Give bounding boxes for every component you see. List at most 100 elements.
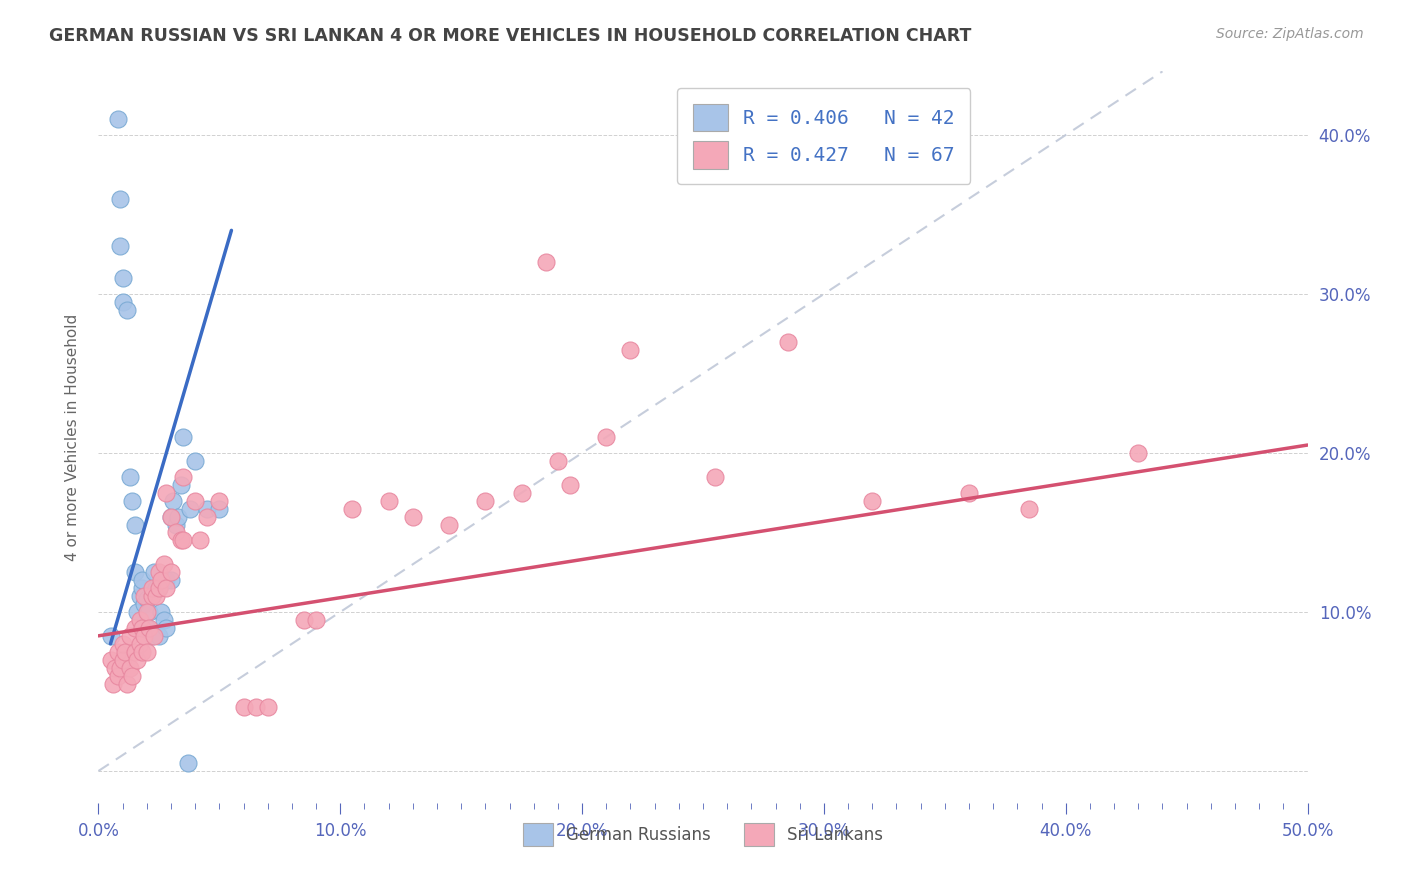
Point [124,621,146,635]
Point [131,573,153,587]
Point [232,700,254,714]
Point [534,255,557,269]
Point [558,477,581,491]
Point [245,700,267,714]
Point [128,613,150,627]
Point [179,501,201,516]
Point [145,589,167,603]
Point [208,501,231,516]
Point [141,589,163,603]
Point [957,485,980,500]
Point [108,239,131,253]
Point [150,605,173,619]
Point [169,477,191,491]
Point [100,629,122,643]
Point [118,660,141,674]
Point [188,533,211,548]
Point [135,605,157,619]
Point [165,517,187,532]
Point [595,430,617,444]
Point [117,676,139,690]
Point [162,493,184,508]
Point [305,613,328,627]
Point [776,334,799,349]
Point [138,605,160,619]
Point [1018,501,1040,516]
Point [155,573,177,587]
Point [437,517,460,532]
Point [108,192,131,206]
Point [150,573,173,587]
Point [128,589,150,603]
Point [128,637,150,651]
Point [292,613,315,627]
Point [172,430,194,444]
Point [402,509,425,524]
Point [135,592,157,607]
Point [124,566,146,580]
Point [1128,446,1150,460]
Point [111,271,134,285]
Point [118,629,141,643]
Point [107,668,129,682]
Point [148,566,170,580]
Point [184,493,207,508]
Point [131,581,153,595]
Point [860,493,883,508]
Y-axis label: 4 or more Vehicles in Household: 4 or more Vehicles in Household [65,313,80,561]
Point [141,581,163,595]
Point [474,493,496,508]
Point [141,589,163,603]
Point [121,668,143,682]
Point [111,294,134,309]
Point [169,533,191,548]
Point [124,517,146,532]
Point [138,621,160,635]
Text: Source: ZipAtlas.com: Source: ZipAtlas.com [1216,27,1364,41]
Point [131,621,153,635]
Point [704,470,727,484]
Point [107,112,129,126]
Point [165,525,187,540]
Point [160,509,183,524]
Point [145,581,167,595]
Point [177,756,200,770]
Point [134,589,156,603]
Point [160,566,183,580]
Point [114,645,136,659]
Point [131,645,153,659]
Point [256,700,278,714]
Point [127,605,149,619]
Point [155,621,177,635]
Point [100,653,122,667]
Point [121,493,143,508]
Point [195,509,218,524]
Point [104,660,127,674]
Point [141,629,163,643]
Point [510,485,533,500]
Point [101,676,124,690]
Point [148,581,170,595]
Point [155,485,177,500]
Point [118,470,141,484]
Point [184,454,207,468]
Point [111,637,134,651]
Point [172,533,194,548]
Point [148,629,170,643]
Point [127,653,149,667]
Legend: German Russians, Sri Lankans: German Russians, Sri Lankans [516,816,890,853]
Point [124,645,146,659]
Point [134,629,156,643]
Point [160,509,183,524]
Point [619,343,641,357]
Text: GERMAN RUSSIAN VS SRI LANKAN 4 OR MORE VEHICLES IN HOUSEHOLD CORRELATION CHART: GERMAN RUSSIAN VS SRI LANKAN 4 OR MORE V… [49,27,972,45]
Point [135,645,157,659]
Point [208,493,231,508]
Point [547,454,569,468]
Point [135,621,157,635]
Point [152,613,174,627]
Point [131,621,153,635]
Point [160,573,183,587]
Point [148,581,170,595]
Point [195,501,218,516]
